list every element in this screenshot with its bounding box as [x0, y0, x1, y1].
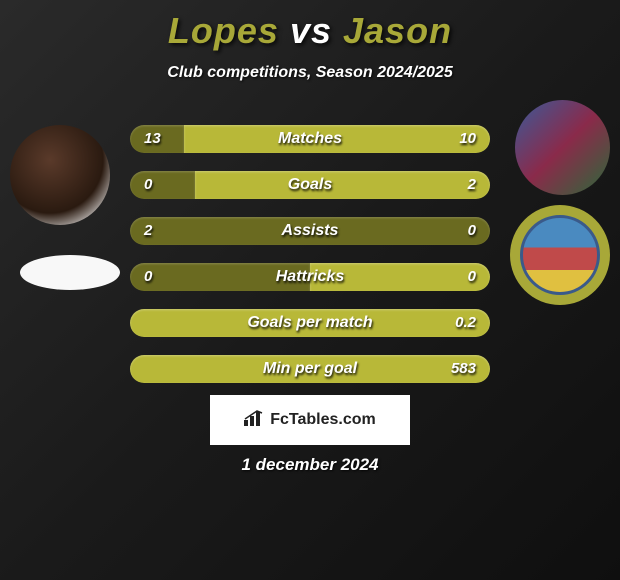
player1-club-badge — [20, 255, 120, 290]
bar-row: Goals0 2 — [130, 171, 490, 199]
bar-label: Hattricks — [130, 263, 490, 291]
player1-name: Lopes — [168, 10, 279, 51]
bar-row: Min per goal583 — [130, 355, 490, 383]
bar-value-left: 13 — [144, 125, 161, 153]
footer-date: 1 december 2024 — [0, 455, 620, 475]
bar-value-right: 583 — [451, 355, 476, 383]
club-crest-icon — [520, 215, 600, 295]
player2-name: Jason — [343, 10, 452, 51]
player1-avatar — [10, 125, 110, 225]
bar-value-right: 0.2 — [455, 309, 476, 337]
bar-label: Assists — [130, 217, 490, 245]
bar-value-right: 0 — [468, 217, 476, 245]
bar-value-left: 0 — [144, 263, 152, 291]
player2-avatar — [515, 100, 610, 195]
bar-value-right: 2 — [468, 171, 476, 199]
subtitle: Club competitions, Season 2024/2025 — [0, 64, 620, 82]
vs-label: vs — [290, 10, 332, 51]
bar-value-left: 2 — [144, 217, 152, 245]
comparison-bars: Matches1310Goals02Assists20Hattricks00Go… — [130, 125, 490, 401]
watermark-text: FcTables.com — [270, 411, 376, 429]
player2-club-badge — [510, 205, 610, 305]
bar-label: Matches — [130, 125, 490, 153]
bar-label: Min per goal — [130, 355, 490, 383]
bar-row: Hattricks0 0 — [130, 263, 490, 291]
bar-label: Goals — [130, 171, 490, 199]
bar-value-right: 0 — [468, 263, 476, 291]
bar-label: Goals per match — [130, 309, 490, 337]
page-title: Lopes vs Jason — [0, 10, 620, 52]
bar-value-left: 0 — [144, 171, 152, 199]
bar-value-right: 10 — [459, 125, 476, 153]
bar-row: Goals per match0.2 — [130, 309, 490, 337]
comparison-infographic: Lopes vs Jason Club competitions, Season… — [0, 0, 620, 580]
watermark: FcTables.com — [210, 395, 410, 445]
bar-row: Assists2 0 — [130, 217, 490, 245]
chart-icon — [244, 410, 264, 431]
bar-row: Matches13 10 — [130, 125, 490, 153]
